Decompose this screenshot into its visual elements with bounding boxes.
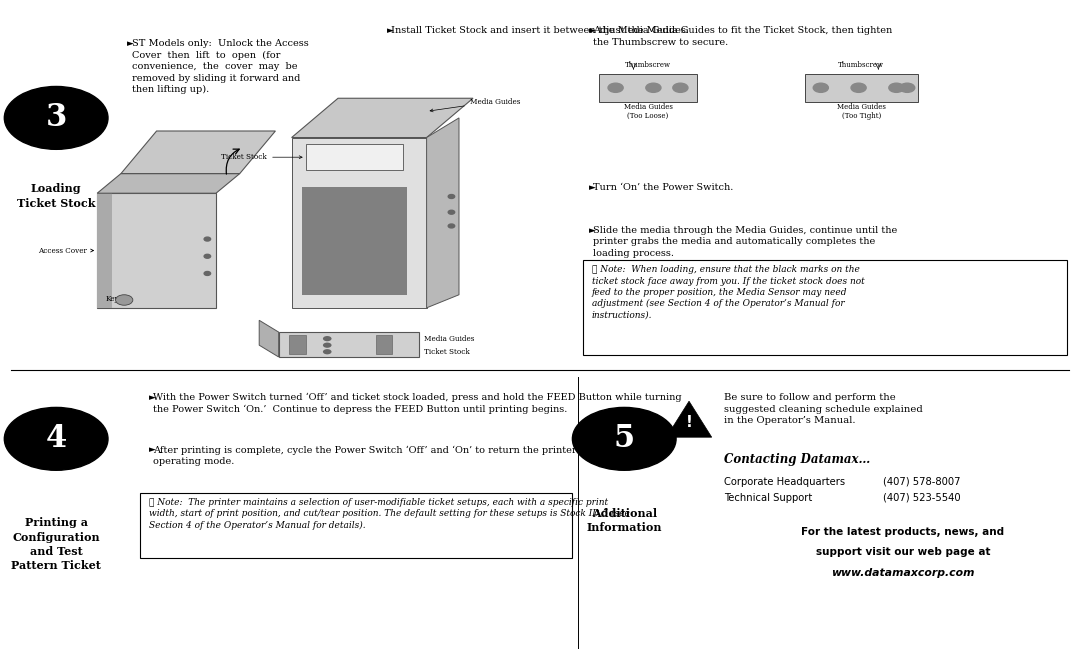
Text: www.datamaxcorp.com: www.datamaxcorp.com: [832, 568, 974, 578]
Text: With the Power Switch turned ‘Off’ and ticket stock loaded, press and hold the F: With the Power Switch turned ‘Off’ and t…: [153, 393, 681, 414]
Text: Corporate Headquarters: Corporate Headquarters: [724, 477, 845, 487]
Text: Be sure to follow and perform the
suggested cleaning schedule explained
in the O: Be sure to follow and perform the sugges…: [724, 393, 922, 425]
Text: 5: 5: [613, 423, 635, 455]
Text: ►: ►: [589, 226, 595, 235]
Text: Media Guides
(Too Tight): Media Guides (Too Tight): [837, 103, 886, 120]
Circle shape: [204, 237, 211, 241]
Text: 4: 4: [45, 423, 67, 455]
Text: ►: ►: [589, 26, 595, 35]
Text: Thumbscrew: Thumbscrew: [838, 61, 885, 69]
FancyBboxPatch shape: [599, 74, 697, 102]
Circle shape: [608, 83, 623, 92]
Circle shape: [448, 210, 455, 214]
Text: Adjust the Media Guides to fit the Ticket Stock, then tighten
the Thumbscrew to : Adjust the Media Guides to fit the Ticke…: [593, 26, 892, 47]
Text: ►: ►: [127, 39, 134, 48]
Text: Media Guides
(Too Loose): Media Guides (Too Loose): [623, 103, 673, 120]
FancyBboxPatch shape: [97, 193, 112, 308]
Circle shape: [448, 195, 455, 198]
Text: ☒ Note:  When loading, ensure that the black marks on the
ticket stock face away: ☒ Note: When loading, ensure that the bl…: [592, 265, 865, 320]
FancyBboxPatch shape: [805, 74, 918, 102]
FancyBboxPatch shape: [279, 332, 419, 357]
FancyBboxPatch shape: [302, 187, 407, 295]
FancyBboxPatch shape: [376, 335, 392, 354]
Text: Technical Support: Technical Support: [724, 493, 812, 502]
FancyBboxPatch shape: [306, 144, 403, 170]
Polygon shape: [97, 174, 240, 193]
Text: Slide the media through the Media Guides, continue until the
printer grabs the m: Slide the media through the Media Guides…: [593, 226, 897, 258]
Polygon shape: [259, 320, 279, 357]
Polygon shape: [292, 98, 473, 138]
Text: Ticket Stock: Ticket Stock: [221, 153, 302, 161]
Polygon shape: [427, 118, 459, 308]
FancyBboxPatch shape: [289, 335, 306, 354]
Text: For the latest products, news, and: For the latest products, news, and: [801, 527, 1004, 537]
Text: (407) 523-5540: (407) 523-5540: [883, 493, 961, 502]
Circle shape: [448, 224, 455, 228]
FancyBboxPatch shape: [583, 260, 1067, 355]
Circle shape: [116, 295, 133, 305]
Circle shape: [323, 336, 332, 341]
Text: ►: ►: [149, 393, 156, 402]
Text: ☒ Note:  The printer maintains a selection of user-modifiable ticket setups, eac: ☒ Note: The printer maintains a selectio…: [149, 498, 630, 530]
Circle shape: [323, 349, 332, 354]
Text: Contacting Datamax…: Contacting Datamax…: [724, 453, 869, 466]
Text: Access Cover: Access Cover: [38, 246, 94, 255]
Text: Key: Key: [106, 295, 120, 303]
Text: ST Models only:  Unlock the Access
Cover  then  lift  to  open  (for
convenience: ST Models only: Unlock the Access Cover …: [132, 39, 309, 94]
Circle shape: [204, 271, 211, 275]
Text: Loading
Ticket Stock: Loading Ticket Stock: [17, 183, 95, 209]
Text: (407) 578-8007: (407) 578-8007: [883, 477, 961, 487]
FancyBboxPatch shape: [140, 493, 572, 558]
Text: !: !: [686, 415, 692, 430]
Circle shape: [673, 83, 688, 92]
Circle shape: [889, 83, 904, 92]
Text: support visit our web page at: support visit our web page at: [815, 547, 990, 557]
Circle shape: [4, 86, 108, 149]
Circle shape: [900, 83, 915, 92]
Circle shape: [646, 83, 661, 92]
Text: ►: ►: [387, 26, 393, 35]
Circle shape: [204, 254, 211, 258]
FancyBboxPatch shape: [292, 138, 427, 308]
Text: Turn ‘On’ the Power Switch.: Turn ‘On’ the Power Switch.: [593, 183, 733, 193]
Circle shape: [813, 83, 828, 92]
Text: Media Guides: Media Guides: [424, 335, 475, 343]
Circle shape: [4, 407, 108, 470]
Text: After printing is complete, cycle the Power Switch ‘Off’ and ‘On’ to return the : After printing is complete, cycle the Po…: [153, 445, 647, 466]
FancyBboxPatch shape: [97, 193, 216, 308]
Circle shape: [323, 343, 332, 348]
Text: 3: 3: [45, 102, 67, 134]
Text: ►: ►: [589, 183, 595, 193]
Circle shape: [572, 407, 676, 470]
Polygon shape: [666, 401, 712, 438]
Text: Printing a
Configuration
and Test
Pattern Ticket: Printing a Configuration and Test Patter…: [11, 517, 102, 571]
Text: ►: ►: [149, 445, 156, 455]
Text: Additional
Information: Additional Information: [586, 508, 662, 533]
Circle shape: [851, 83, 866, 92]
Polygon shape: [121, 131, 275, 174]
Text: Thumbscrew: Thumbscrew: [625, 61, 671, 69]
Text: Media Guides: Media Guides: [430, 98, 521, 112]
Text: Ticket Stock: Ticket Stock: [424, 348, 470, 356]
Text: Install Ticket Stock and insert it between the Media Guides.: Install Ticket Stock and insert it betwe…: [391, 26, 689, 35]
